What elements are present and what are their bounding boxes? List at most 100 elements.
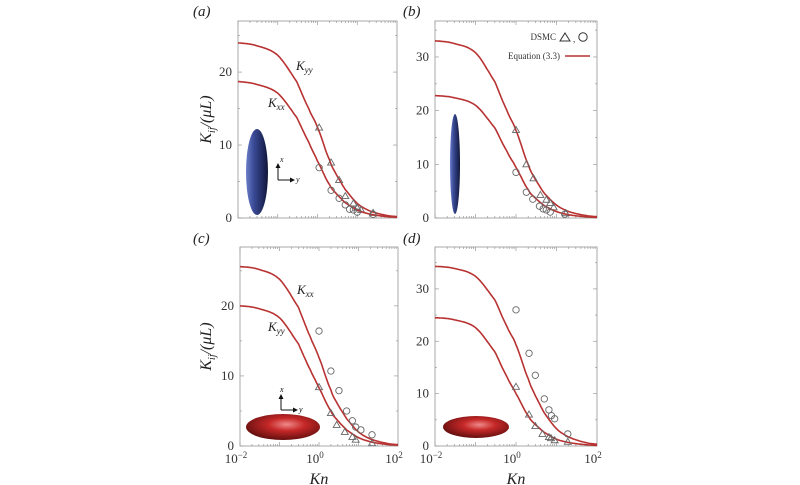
dsmc-point-circle <box>540 395 548 403</box>
x-tick-label: 102 <box>584 450 602 466</box>
dsmc-point-triangle <box>511 382 521 390</box>
dsmc-point-circle <box>335 386 343 395</box>
dsmc-point-circle <box>550 415 559 423</box>
dsmc-point-triangle <box>529 173 538 182</box>
dsmc-point-circle <box>369 210 377 219</box>
dsmc-point-circle <box>535 202 544 210</box>
dsmc-point-circle <box>368 431 376 439</box>
dsmc-point-circle <box>345 205 354 213</box>
dsmc-point-triangle <box>332 420 341 428</box>
dsmc-point-triangle <box>538 429 547 437</box>
dsmc-point-circle <box>546 208 554 216</box>
x-axis-title: Kn <box>309 471 329 485</box>
dsmc-point-triangle <box>546 433 556 442</box>
curve-kxx <box>239 265 399 446</box>
dsmc-point-circle <box>315 327 323 335</box>
y-tick-label: 20 <box>416 103 429 118</box>
dsmc-point-triangle <box>522 159 531 168</box>
dsmc-point-circle <box>315 164 323 172</box>
panel-c: 0 10 20 10−2 100 102 Kn Kij/(μL) (c) x y Kxx Kyy <box>193 231 403 485</box>
dsmc-point-triangle <box>524 410 534 418</box>
y-tick-label: 10 <box>221 368 234 383</box>
dsmc-point-circle <box>327 186 335 194</box>
x-tick-label: 100 <box>503 450 521 466</box>
dsmc-point-circle <box>525 349 533 357</box>
curve-kyy <box>240 305 399 446</box>
x-tick-label: 102 <box>385 450 403 466</box>
curve-kxx <box>238 80 397 218</box>
curve-label-kxx: Kxx <box>296 282 314 299</box>
inset-y-label: y <box>295 175 300 184</box>
panel-label: (d) <box>403 231 421 247</box>
dsmc-point-circle <box>512 306 520 314</box>
dsmc-point-circle <box>512 168 520 177</box>
dsmc-point-triangle <box>326 158 336 166</box>
dsmc-point-circle <box>539 205 547 213</box>
dsmc-point-triangle <box>348 432 357 440</box>
dsmc-point-circle <box>529 195 537 203</box>
dsmc-point-circle <box>353 208 361 216</box>
dsmc-point-triangle <box>314 123 324 131</box>
dsmc-point-triangle <box>334 175 344 184</box>
flat-oblate-ellipsoid-icon <box>443 416 509 438</box>
legend-comma: , <box>573 34 575 44</box>
dsmc-point-triangle <box>341 191 350 200</box>
dsmc-point-triangle <box>326 408 336 417</box>
panel-label: (b) <box>403 4 421 20</box>
y-tick-label: 0 <box>226 210 233 225</box>
dsmc-point-circle <box>561 210 569 218</box>
panel-label: (c) <box>193 231 210 247</box>
y-tick-label: 0 <box>423 210 430 225</box>
inset-y-label: y <box>298 405 303 414</box>
legend-circle-icon <box>578 32 588 42</box>
dsmc-point-triangle <box>314 382 324 391</box>
dsmc-point-triangle <box>367 438 377 447</box>
dsmc-point-circle <box>357 426 365 434</box>
dsmc-point-triangle <box>511 125 521 133</box>
dsmc-point-triangle <box>349 199 358 207</box>
curve-kyy <box>435 40 598 218</box>
dsmc-point-circle <box>335 194 343 202</box>
dsmc-point-triangle <box>550 435 559 444</box>
inset-x-label: x <box>279 155 284 164</box>
dsmc-point-circle <box>327 367 335 375</box>
dsmc-point-circle <box>564 430 572 438</box>
y-axis-title: Kij/(μL) <box>198 322 218 371</box>
inset-x-label: x <box>279 385 284 394</box>
curve-kxx <box>434 94 598 219</box>
y-tick-label: 0 <box>228 438 235 453</box>
dsmc-point-circle <box>348 417 357 425</box>
dsmc-point-circle <box>341 201 349 209</box>
dsmc-point-triangle <box>542 195 551 203</box>
dsmc-point-triangle <box>545 198 555 206</box>
legend-equation-label: Equation (3.3) <box>508 51 560 61</box>
legend-triangle-icon <box>559 32 571 42</box>
panel-b: 0 10 20 30 (b) DSMC , Equation (3.3) <box>403 4 598 225</box>
y-tick-label: 10 <box>416 386 429 401</box>
legend-dsmc-label: DSMC <box>530 32 556 42</box>
y-tick-label: 0 <box>423 438 430 453</box>
y-tick-label: 30 <box>416 49 429 64</box>
curve-label-kyy: Kyy <box>267 319 285 336</box>
y-tick-label: 20 <box>416 333 429 348</box>
oblate-ellipsoid-icon <box>246 414 320 440</box>
x-tick-label: 10−2 <box>420 450 443 466</box>
x-tick-label: 100 <box>306 450 324 466</box>
dsmc-point-circle <box>349 206 358 214</box>
panel-a: 0 10 20 Kij/(μL) (a) x y Kyy Kxx <box>193 4 398 225</box>
dsmc-point-triangle <box>340 427 350 435</box>
dsmc-point-circle <box>542 206 550 214</box>
dsmc-point-triangle <box>536 190 545 198</box>
curve-label-kyy: Kyy <box>295 58 313 75</box>
y-tick-label: 20 <box>221 298 234 313</box>
dsmc-point-triangle <box>563 437 573 445</box>
y-tick-label: 30 <box>416 281 429 296</box>
dsmc-point-triangle <box>351 435 360 443</box>
slender-ellipsoid-icon <box>450 114 460 214</box>
panel-label: (a) <box>193 4 211 20</box>
curve-label-kxx: Kxx <box>267 95 285 112</box>
dsmc-point-triangle <box>544 432 554 441</box>
dsmc-point-circle <box>342 407 351 415</box>
y-tick-label: 10 <box>219 137 232 152</box>
